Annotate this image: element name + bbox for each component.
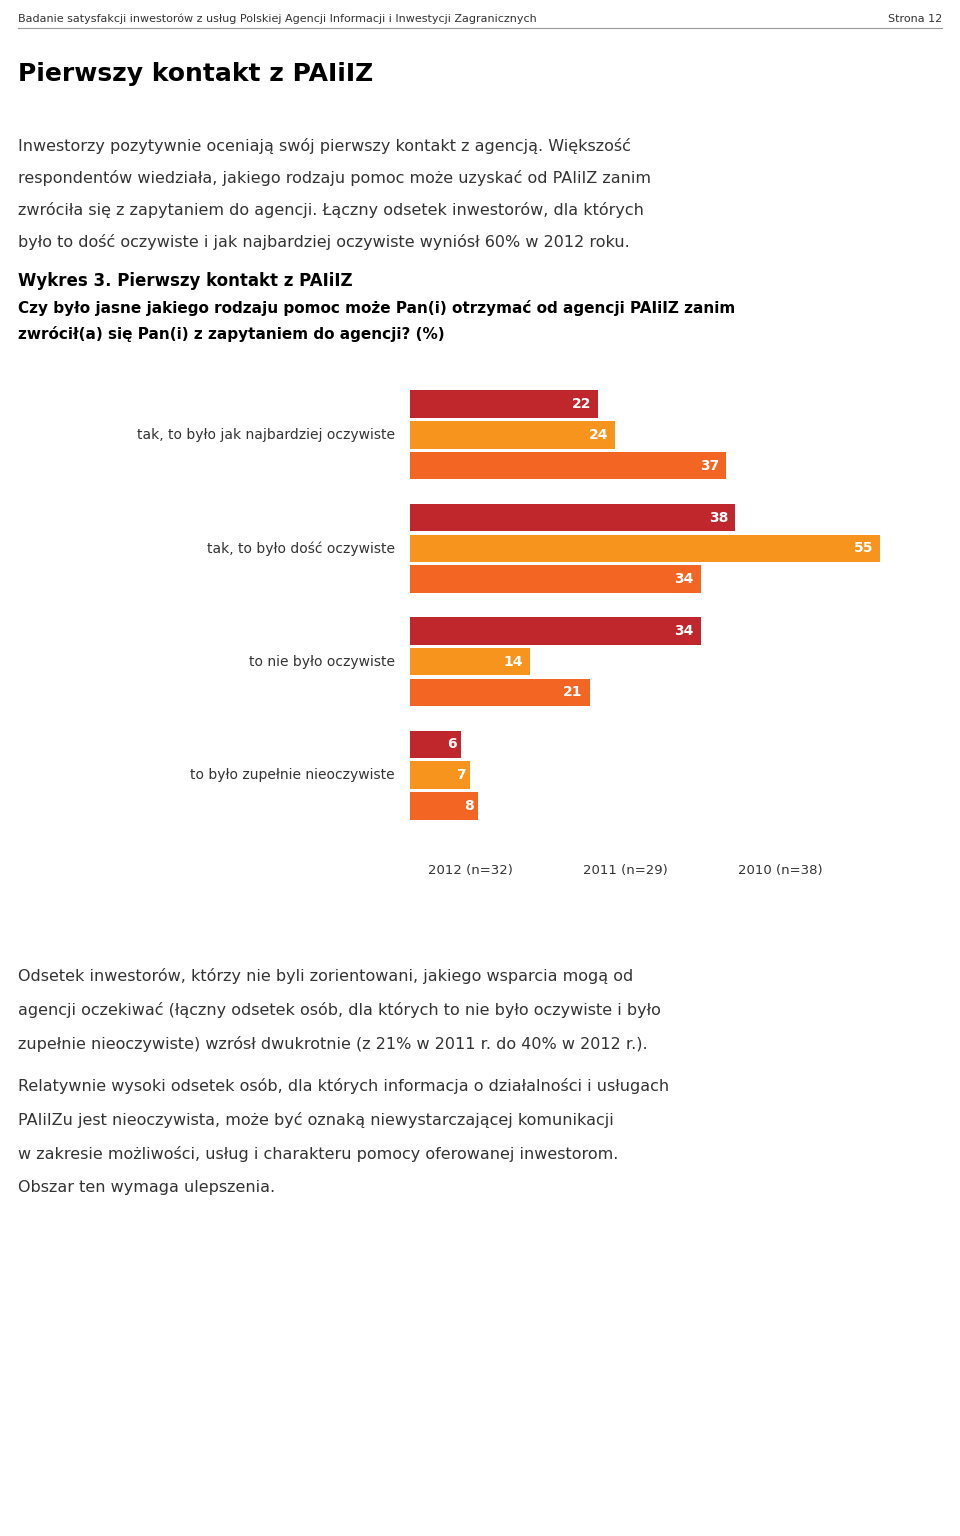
Text: 21: 21 — [564, 685, 583, 699]
Text: 8: 8 — [465, 799, 474, 813]
Text: 2010 (n=38): 2010 (n=38) — [738, 863, 823, 877]
Text: tak, to było jak najbardziej oczywiste: tak, to było jak najbardziej oczywiste — [137, 429, 395, 442]
Text: TNS: TNS — [30, 1481, 74, 1499]
Text: 14: 14 — [503, 654, 523, 668]
Text: 38: 38 — [708, 510, 728, 525]
Bar — [410, 762, 469, 790]
Bar — [410, 793, 478, 820]
Bar — [410, 648, 530, 676]
Text: zupełnie nieoczywiste) wzrósł dwukrotnie (z 21% w 2011 r. do 40% w 2012 r.).: zupełnie nieoczywiste) wzrósł dwukrotnie… — [18, 1035, 648, 1052]
Text: agencji oczekiwać (łączny odsetek osób, dla których to nie było oczywiste i było: agencji oczekiwać (łączny odsetek osób, … — [18, 1001, 660, 1018]
Text: było to dość oczywiste i jak najbardziej oczywiste wyniósł 60% w 2012 roku.: było to dość oczywiste i jak najbardziej… — [18, 233, 630, 250]
Bar — [410, 504, 734, 531]
Text: 2011 (n=29): 2011 (n=29) — [583, 863, 668, 877]
Bar — [410, 390, 598, 418]
Text: Inwestorzy pozytywnie oceniają swój pierwszy kontakt z agencją. Większość: Inwestorzy pozytywnie oceniają swój pier… — [18, 138, 631, 154]
Text: zwróciła się z zapytaniem do agencji. Łączny odsetek inwestorów, dla których: zwróciła się z zapytaniem do agencji. Łą… — [18, 203, 644, 218]
Text: Odsetek inwestorów, którzy nie byli zorientowani, jakiego wsparcia mogą od: Odsetek inwestorów, którzy nie byli zori… — [18, 968, 634, 985]
Text: zwrócił(a) się Pan(i) z zapytaniem do agencji? (%): zwrócił(a) się Pan(i) z zapytaniem do ag… — [18, 326, 444, 343]
Bar — [410, 679, 589, 707]
Bar — [410, 565, 701, 593]
Bar — [410, 617, 701, 645]
Text: Badanie satysfakcji inwestorów z usług Polskiej Agencji Informacji i Inwestycji : Badanie satysfakcji inwestorów z usług P… — [18, 14, 537, 25]
Text: Czy było jasne jakiego rodzaju pomoc może Pan(i) otrzymać od agencji PAIiIZ zani: Czy było jasne jakiego rodzaju pomoc moż… — [18, 300, 735, 316]
Bar — [410, 535, 880, 562]
Text: to było zupełnie nieoczywiste: to było zupełnie nieoczywiste — [190, 768, 395, 782]
Text: to nie było oczywiste: to nie było oczywiste — [249, 654, 395, 668]
Bar — [410, 452, 727, 479]
Text: Relatywnie wysoki odsetek osób, dla których informacja o działalności i usługach: Relatywnie wysoki odsetek osób, dla któr… — [18, 1078, 669, 1094]
Text: respondentów wiedziała, jakiego rodzaju pomoc może uzyskać od PAIiIZ zanim: respondentów wiedziała, jakiego rodzaju … — [18, 170, 651, 186]
Text: 34: 34 — [675, 571, 694, 587]
Text: 22: 22 — [572, 398, 591, 412]
Text: 2012 (n=32): 2012 (n=32) — [428, 863, 513, 877]
Text: Pierwszy kontakt z PAIiIZ: Pierwszy kontakt z PAIiIZ — [18, 61, 373, 86]
Text: tak, to było dość oczywiste: tak, to było dość oczywiste — [207, 541, 395, 556]
Text: 37: 37 — [700, 459, 719, 473]
Text: PAIiIZu jest nieoczywista, może być oznaką niewystarczającej komunikacji: PAIiIZu jest nieoczywista, może być ozna… — [18, 1112, 613, 1127]
Text: 6: 6 — [447, 737, 457, 751]
Text: Wykres 3. Pierwszy kontakt z PAIiIZ: Wykres 3. Pierwszy kontakt z PAIiIZ — [18, 272, 352, 290]
Text: 34: 34 — [675, 624, 694, 637]
Text: w zakresie możliwości, usług i charakteru pomocy oferowanej inwestorom.: w zakresie możliwości, usług i charakter… — [18, 1146, 618, 1163]
Text: 55: 55 — [853, 541, 874, 556]
Bar — [410, 421, 615, 449]
Text: Obszar ten wymaga ulepszenia.: Obszar ten wymaga ulepszenia. — [18, 1180, 276, 1195]
Text: 7: 7 — [456, 768, 466, 782]
Bar — [410, 731, 462, 759]
Text: Strona 12: Strona 12 — [888, 14, 942, 25]
Text: 24: 24 — [588, 429, 609, 442]
